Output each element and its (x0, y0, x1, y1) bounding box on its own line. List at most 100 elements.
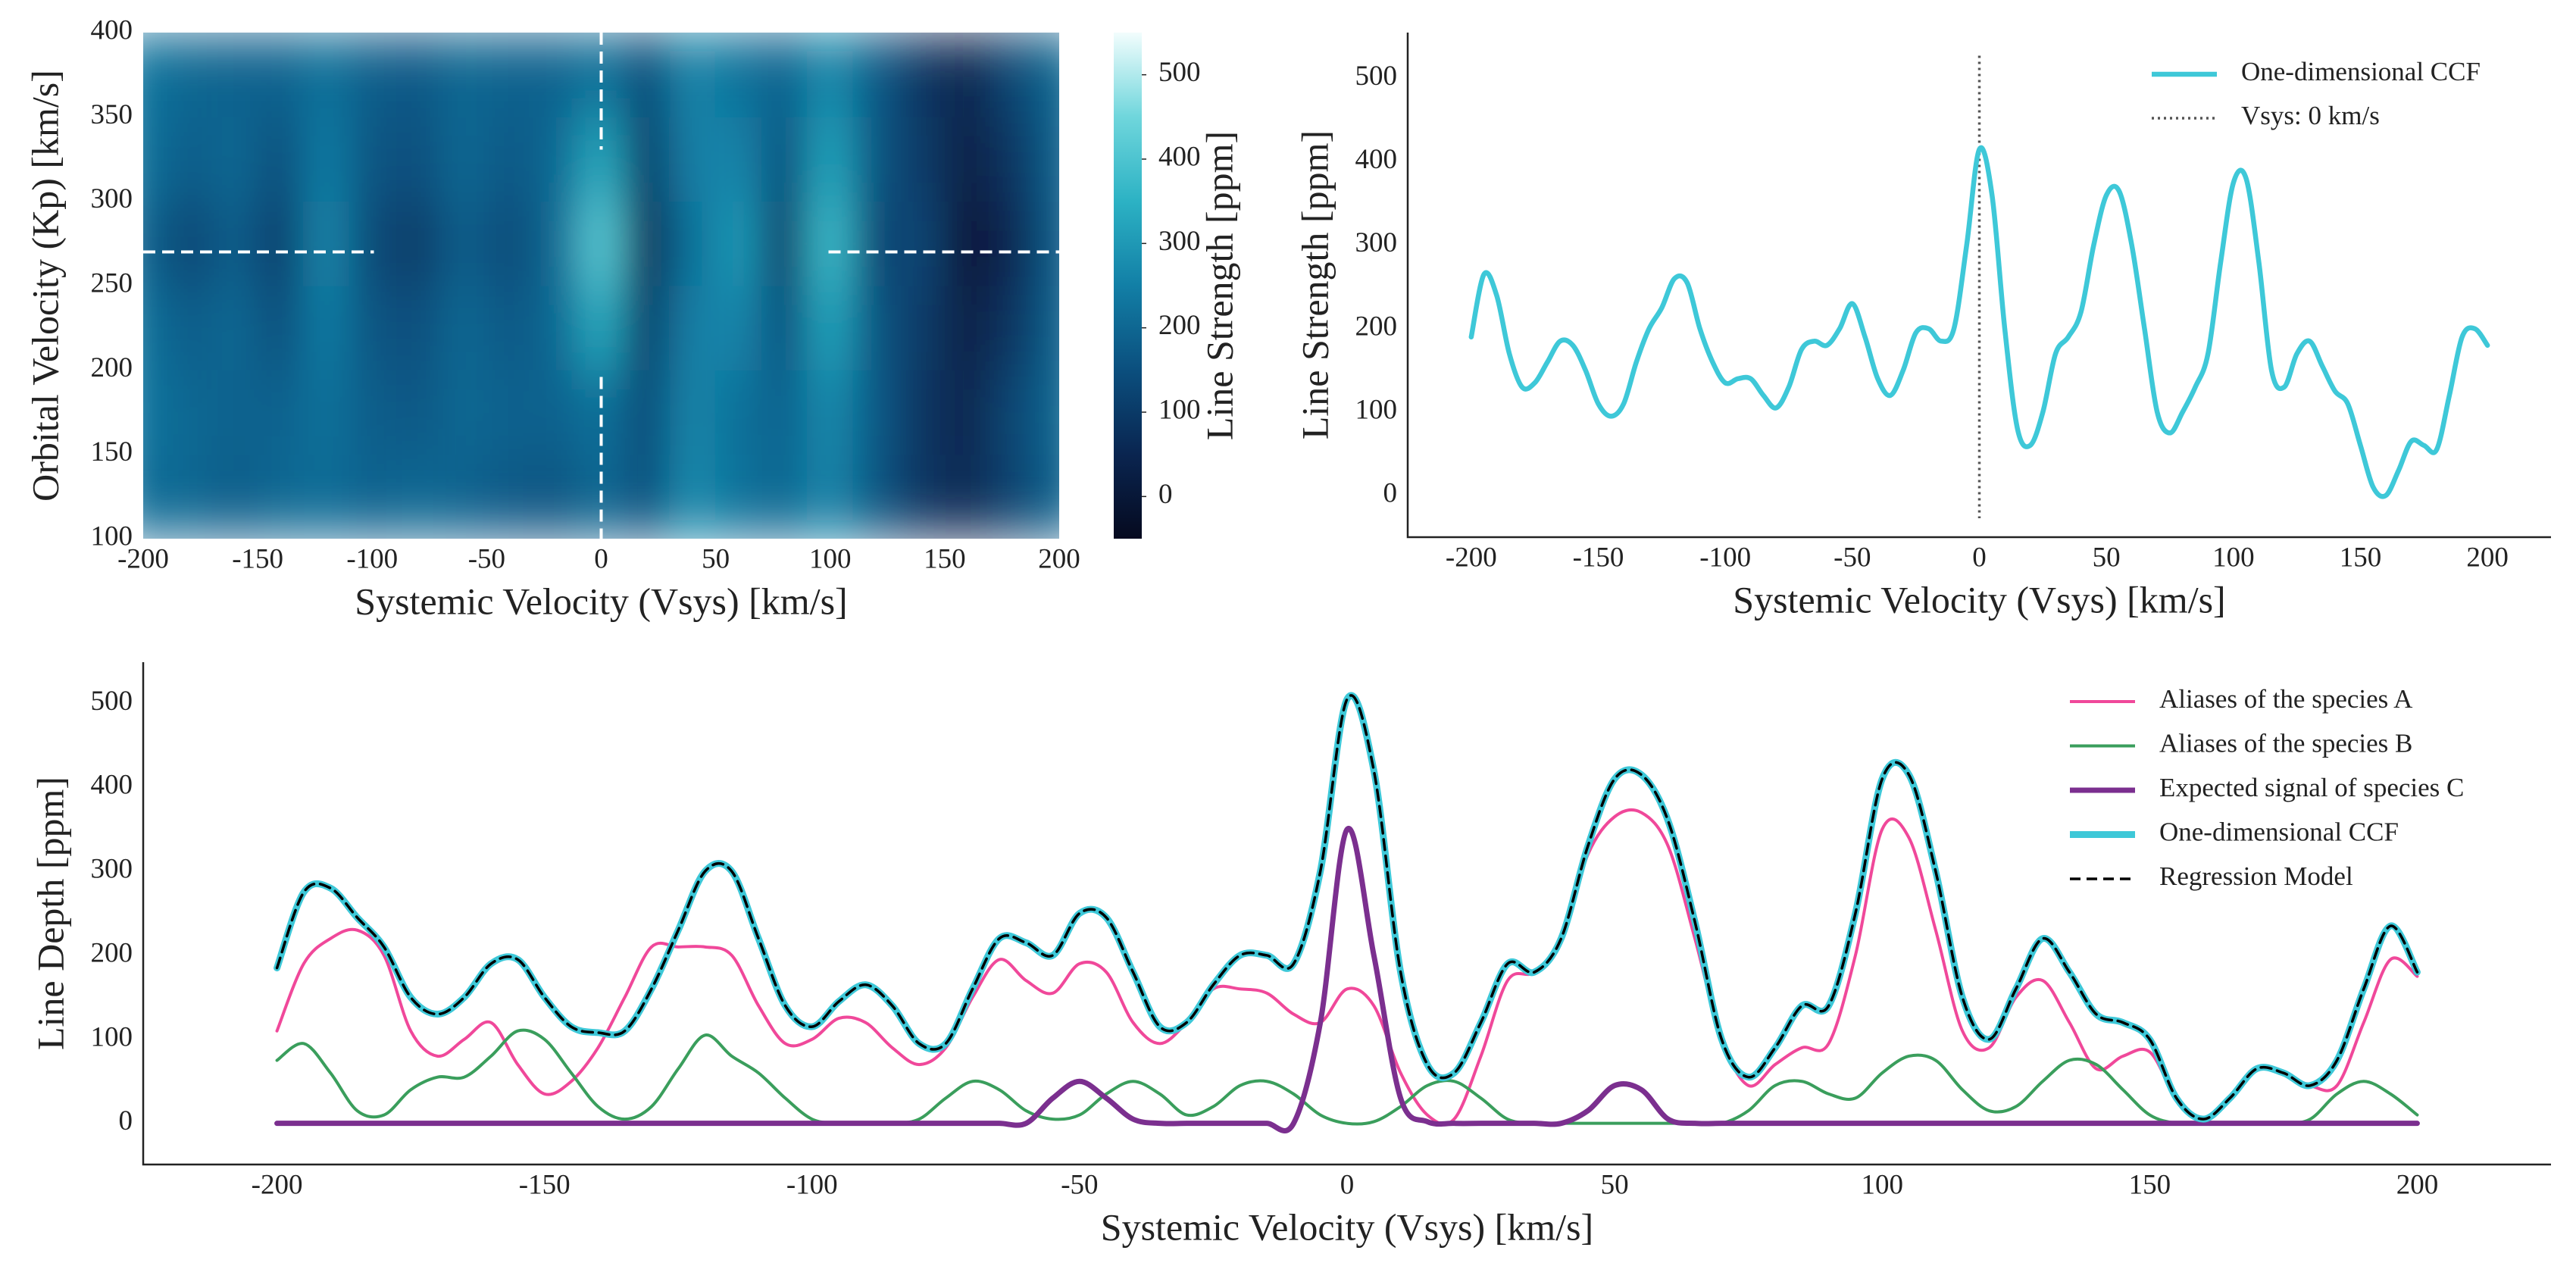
heatmap-cell (944, 33, 991, 117)
heatmap-cell (669, 116, 717, 202)
x-tick-label: -200 (252, 1169, 303, 1200)
heatmap-cell (807, 33, 854, 117)
heatmap-cell (349, 33, 395, 117)
heatmap-cell (165, 285, 213, 370)
heatmap-cell (761, 201, 808, 286)
heatmap-cell (165, 201, 213, 286)
legend-label: Vsys: 0 km/s (2241, 101, 2380, 130)
heatmap-cell (944, 201, 991, 286)
y-tick-label: 350 (91, 99, 133, 130)
heatmap-cell (807, 116, 854, 202)
heatmap-cell (989, 33, 1037, 117)
heatmap-cell (349, 454, 395, 539)
series-line (274, 692, 2421, 1123)
heatmap-cell (211, 201, 258, 286)
x-tick-label: 0 (594, 543, 608, 574)
heatmap-cell (211, 369, 258, 455)
heatmap-clip (143, 33, 1059, 539)
heatmap-cell (577, 285, 625, 370)
heatmap-cell (143, 201, 167, 286)
y-tick-label: 200 (91, 352, 133, 383)
y-axis-label: Orbital Velocity (Kp) [km/s] (23, 70, 66, 502)
heatmap-cell (394, 201, 442, 286)
heatmap-cell (989, 285, 1037, 370)
heatmap-cell (944, 116, 991, 202)
legend-label: Expected signal of species C (2159, 773, 2464, 802)
heatmap-cell (394, 116, 442, 202)
x-tick-label: -150 (519, 1169, 571, 1200)
x-tick-label: 50 (1601, 1169, 1629, 1200)
heatmap-cell (257, 201, 305, 286)
heatmap-cell (624, 369, 671, 455)
y-tick-label: 0 (119, 1105, 133, 1136)
y-tick-label: 300 (91, 183, 133, 214)
heatmap-cell (669, 201, 717, 286)
heatmap-cell (669, 454, 717, 539)
heatmap-cell (211, 116, 258, 202)
heatmap-cell (349, 285, 395, 370)
heatmap-cell (440, 116, 487, 202)
heatmap-cell (349, 116, 395, 202)
heatmap-cell (1036, 369, 1059, 455)
x-tick-label: 150 (2129, 1169, 2171, 1200)
heatmap-cell (486, 454, 533, 539)
colorbar-tick-label: 100 (1158, 394, 1201, 425)
heatmap-cell (532, 285, 579, 370)
x-tick-label: -200 (1446, 542, 1497, 573)
heatmap-cell (532, 454, 579, 539)
y-tick-label: 150 (91, 436, 133, 467)
heatmap-cell (440, 285, 487, 370)
heatmap-cell (852, 369, 899, 455)
heatmap-cell (143, 116, 167, 202)
x-tick-label: 0 (1972, 542, 1987, 573)
legend-label: One-dimensional CCF (2241, 57, 2481, 86)
x-tick-label: 100 (809, 543, 852, 574)
heatmap-cell (624, 454, 671, 539)
heatmap-cell (303, 33, 350, 117)
heatmap-cell (257, 285, 305, 370)
heatmap-cell (257, 33, 305, 117)
colorbar-tick-label: 300 (1158, 226, 1201, 257)
y-tick-label: 400 (91, 770, 133, 801)
y-tick-label: 500 (91, 686, 133, 717)
heatmap-cell (257, 369, 305, 455)
heatmap-cell (852, 33, 899, 117)
heatmap-cell (898, 201, 946, 286)
heatmap-cell (165, 454, 213, 539)
heatmap-cell (257, 454, 305, 539)
y-tick-label: 300 (1355, 227, 1398, 258)
heatmap-cell (715, 201, 762, 286)
heatmap-cell (715, 369, 762, 455)
heatmap-cell (1036, 33, 1059, 117)
colorbar (1114, 33, 1142, 539)
heatmap-cell (761, 285, 808, 370)
heatmap-cell (1036, 285, 1059, 370)
heatmap-cell (303, 116, 350, 202)
heatmap-cell (715, 116, 762, 202)
heatmap-cell (944, 285, 991, 370)
heatmap-cell (143, 369, 167, 455)
x-axis-label: Systemic Velocity (Vsys) [km/s] (355, 580, 847, 622)
heatmap-cell (989, 369, 1037, 455)
heatmap-cell (440, 454, 487, 539)
series-line (275, 1028, 2419, 1126)
heatmap-cell (165, 369, 213, 455)
y-axis-label: Line Strength [ppm] (1293, 130, 1336, 439)
heatmap-cell (852, 201, 899, 286)
heatmap-cell (303, 285, 350, 370)
x-axis-label: Systemic Velocity (Vsys) [km/s] (1733, 578, 2225, 621)
y-tick-label: 100 (91, 1021, 133, 1052)
heatmap-cell (715, 285, 762, 370)
heatmap-cell (761, 369, 808, 455)
heatmap-cell (852, 285, 899, 370)
series-line (274, 825, 2420, 1133)
heatmap-cell (669, 33, 717, 117)
y-tick-label: 100 (1355, 394, 1398, 425)
y-tick-label: 400 (91, 14, 133, 45)
heatmap-cell (165, 116, 213, 202)
heatmap-cell (394, 285, 442, 370)
x-tick-label: -50 (1061, 1169, 1098, 1200)
y-axis-label: Line Depth [ppm] (29, 777, 71, 1050)
y-tick-label: 100 (91, 521, 133, 552)
